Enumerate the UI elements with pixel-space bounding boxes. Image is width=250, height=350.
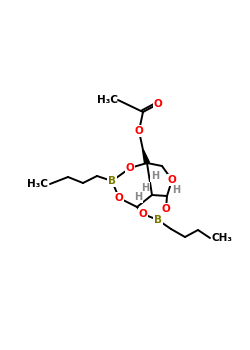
Polygon shape — [142, 150, 150, 164]
Text: O: O — [154, 99, 162, 109]
Text: H: H — [141, 183, 149, 193]
Text: CH₃: CH₃ — [212, 233, 233, 243]
Text: B: B — [108, 176, 116, 186]
Text: O: O — [126, 163, 134, 173]
Text: H₃C: H₃C — [27, 179, 48, 189]
Text: H₃C: H₃C — [97, 95, 118, 105]
Text: H: H — [134, 192, 142, 202]
Text: O: O — [138, 209, 147, 219]
Text: B: B — [154, 215, 162, 225]
Text: O: O — [168, 175, 176, 185]
Text: H: H — [172, 185, 180, 195]
Text: H: H — [151, 171, 159, 181]
Text: O: O — [162, 204, 170, 214]
Text: O: O — [134, 126, 143, 136]
Text: O: O — [114, 193, 124, 203]
